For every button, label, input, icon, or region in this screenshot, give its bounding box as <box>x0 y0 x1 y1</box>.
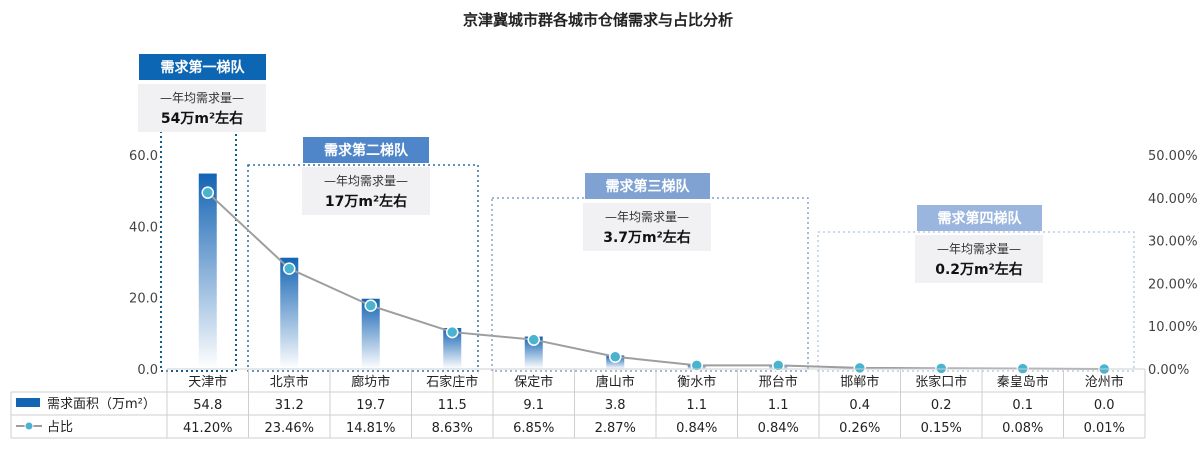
tier-2-subtitle: —年均需求量— <box>324 174 408 188</box>
y-left-tick-label: 20.0 <box>129 292 158 307</box>
share-value: 0.08% <box>1002 421 1043 436</box>
bar-廊坊市 <box>361 298 380 369</box>
share-point-邢台市 <box>772 359 785 372</box>
legend-line-marker <box>24 421 34 431</box>
tier-2-value: 17万m²左右 <box>325 193 407 210</box>
share-point-石家庄市 <box>446 325 459 339</box>
y-right-tick-label: 50.00% <box>1148 149 1197 164</box>
y-left-tick-label: 60.0 <box>129 149 158 164</box>
area-value: 0.1 <box>1012 398 1033 413</box>
y-right-tick-label: 30.00% <box>1148 235 1197 250</box>
category-label: 邢台市 <box>759 374 798 390</box>
area-value: 1.1 <box>686 398 707 413</box>
y-left-tick-label: 40.0 <box>129 220 158 235</box>
area-value: 54.8 <box>193 398 222 413</box>
tier-3-subtitle: —年均需求量— <box>605 210 689 224</box>
tier-1-title: 需求第一梯队 <box>161 59 246 76</box>
y-right-tick-label: 40.00% <box>1148 192 1197 207</box>
share-point-衡水市 <box>690 359 703 372</box>
tier-3-banner <box>585 173 710 199</box>
category-label: 秦皇岛市 <box>997 374 1049 390</box>
category-label: 石家庄市 <box>426 374 478 390</box>
tier-1-region <box>160 93 237 372</box>
share-point-廊坊市 <box>364 299 377 312</box>
area-value: 1.1 <box>768 398 789 413</box>
area-value: 3.8 <box>605 398 626 413</box>
area-value: 9.1 <box>523 398 544 413</box>
category-label: 衡水市 <box>677 374 716 390</box>
share-point-唐山市 <box>609 350 622 363</box>
share-line <box>207 191 1105 370</box>
tier-4-card <box>915 235 1043 283</box>
area-value: 11.5 <box>438 398 467 413</box>
share-value: 8.63% <box>432 421 473 436</box>
tier-3-value: 3.7万m²左右 <box>603 229 691 246</box>
tier-4-banner <box>917 205 1042 231</box>
share-value: 6.85% <box>513 421 554 436</box>
share-value: 0.26% <box>839 421 880 436</box>
category-label: 天津市 <box>188 374 227 390</box>
y-right-tick-label: 10.00% <box>1148 320 1197 335</box>
share-value: 0.01% <box>1084 421 1125 436</box>
share-point-天津市 <box>201 186 214 199</box>
tier-4-region <box>817 231 1135 372</box>
tier-2-title: 需求第二梯队 <box>324 142 409 159</box>
tier-3-region <box>491 197 809 372</box>
legend-bar-swatch <box>16 398 40 407</box>
tier-1-banner <box>139 54 266 80</box>
category-label: 唐山市 <box>596 374 635 390</box>
category-label: 北京市 <box>270 374 309 390</box>
category-label: 保定市 <box>514 374 553 390</box>
share-point-北京市 <box>283 262 296 275</box>
category-label: 张家口市 <box>915 374 967 390</box>
y-right-tick-label: 0.00% <box>1148 363 1189 378</box>
bar-天津市 <box>198 173 217 369</box>
tier-2-banner <box>303 137 429 163</box>
bar-保定市 <box>524 336 543 369</box>
area-value: 19.7 <box>356 398 385 413</box>
tier-4-subtitle: —年均需求量— <box>937 242 1021 256</box>
tier-3-card <box>583 203 711 251</box>
tier-1-card <box>138 84 266 132</box>
share-point-保定市 <box>527 333 540 346</box>
share-value: 2.87% <box>595 421 636 436</box>
category-label: 廊坊市 <box>351 374 390 390</box>
tier-2-region <box>247 164 479 372</box>
area-value: 0.4 <box>849 398 870 413</box>
legend-bar-label: 需求面积（万m²） <box>47 397 156 412</box>
tier-4-value: 0.2万m²左右 <box>935 261 1023 278</box>
bar-石家庄市 <box>443 327 462 369</box>
chart-title: 京津冀城市群各城市仓储需求与占比分析 <box>463 11 733 29</box>
tier-2-card <box>302 167 430 215</box>
share-value: 0.84% <box>676 421 717 436</box>
tier-4-title: 需求第四梯队 <box>938 210 1023 227</box>
share-value: 0.84% <box>758 421 799 436</box>
area-value: 0.0 <box>1094 398 1115 413</box>
bar-北京市 <box>280 257 299 369</box>
category-label: 邯郸市 <box>840 374 879 390</box>
tier-1-value: 54万m²左右 <box>161 110 243 127</box>
share-point-张家口市 <box>935 362 948 375</box>
share-value: 23.46% <box>264 421 314 436</box>
tier-3-title: 需求第三梯队 <box>606 178 691 195</box>
category-label: 沧州市 <box>1085 374 1124 390</box>
area-value: 31.2 <box>275 398 304 413</box>
y-left-tick-label: 0.0 <box>137 363 158 378</box>
share-point-邯郸市 <box>853 361 866 375</box>
share-value: 14.81% <box>346 421 396 436</box>
tier-1-subtitle: —年均需求量— <box>160 91 244 105</box>
share-value: 41.20% <box>183 421 233 436</box>
area-value: 0.2 <box>931 398 952 413</box>
y-right-tick-label: 20.00% <box>1148 277 1197 292</box>
legend-line-label: 占比 <box>47 420 73 435</box>
share-value: 0.15% <box>921 421 962 436</box>
